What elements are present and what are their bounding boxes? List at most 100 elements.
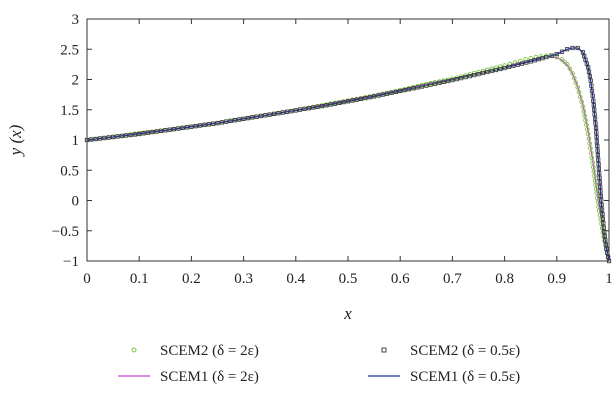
series-marker-square: [606, 254, 611, 260]
series-marker-circle: [554, 54, 560, 60]
series-marker-circle: [592, 177, 598, 183]
series-marker-square: [102, 135, 107, 141]
legend: SCEM2 (δ = 2ε) SCEM2 (δ = 0.5ε) SCEM1 (δ =…: [118, 343, 520, 385]
series-marker-square: [224, 119, 229, 124]
series-marker-circle: [559, 57, 565, 62]
series-marker-square: [171, 127, 177, 132]
series-marker-circle: [571, 75, 577, 81]
series-marker-square: [150, 129, 155, 135]
series-marker-square: [228, 118, 233, 123]
series-marker-square: [570, 45, 575, 51]
series-marker-square: [458, 76, 464, 81]
series-marker-circle: [584, 122, 589, 128]
series-marker-square: [415, 85, 420, 90]
x-tick-label: 0.8: [495, 271, 514, 287]
series-marker-circle: [590, 164, 596, 170]
series-marker-square: [595, 148, 600, 153]
y-tick-label: 0.5: [60, 163, 79, 179]
series-marker-square: [280, 110, 285, 115]
series-marker-square: [604, 246, 609, 251]
series-marker-square: [524, 60, 529, 65]
series-marker-square: [554, 52, 559, 57]
series-marker-circle: [593, 182, 599, 188]
series-marker-square: [167, 127, 172, 132]
y-tick-label: −1: [63, 254, 79, 270]
series-marker-square: [393, 89, 399, 94]
series-marker-circle: [586, 136, 592, 142]
series-marker-square: [202, 122, 207, 127]
series-marker-square: [215, 121, 220, 126]
series-marker-square: [424, 83, 429, 88]
series-marker-square: [154, 129, 159, 134]
x-tick-label: 1: [605, 271, 613, 287]
x-tick-label: 0.4: [286, 271, 305, 287]
series-marker-square: [593, 125, 599, 130]
series-marker-square: [592, 112, 597, 117]
series-marker-square: [441, 79, 446, 84]
series-marker-square: [302, 106, 307, 111]
series-marker-square: [354, 97, 359, 102]
series-marker-square: [595, 152, 601, 158]
series-marker-square: [128, 132, 133, 138]
series-marker-square: [197, 123, 203, 128]
series-marker-circle: [593, 186, 599, 192]
series-marker-square: [232, 118, 237, 123]
series-marker-square: [89, 137, 94, 142]
y-tick-label: 0: [72, 194, 80, 210]
series-marker-square: [591, 98, 596, 103]
y-axis-ticks: 3 2.5 2 1.5 1 0.5 0 −0.5 −1: [52, 12, 609, 270]
series-marker-square: [141, 131, 146, 136]
series-marker-square: [332, 101, 338, 106]
series-marker-square: [241, 116, 246, 121]
series-marker-circle: [584, 127, 590, 132]
series-marker-square: [219, 120, 224, 125]
series-marker-square: [596, 157, 601, 162]
series-marker-square: [515, 62, 520, 67]
series-marker-square: [511, 63, 516, 68]
series-marker-square: [402, 88, 407, 93]
series-marker-circle: [597, 212, 603, 218]
series-marker-square: [437, 80, 442, 85]
series-marker-square: [575, 45, 580, 51]
series-marker-square: [598, 189, 603, 194]
series-marker-circle: [587, 141, 592, 146]
series-marker-circle: [523, 57, 528, 62]
y-tick-label: 1: [72, 133, 80, 149]
series-marker-square: [601, 225, 606, 230]
series-marker-square: [506, 64, 512, 69]
series-marker-square: [602, 229, 607, 235]
series-marker-square: [293, 108, 298, 113]
series-marker-square: [445, 78, 451, 84]
legend-item: SCEM2 (δ = 0.5ε): [381, 343, 520, 359]
series-marker-square: [84, 137, 90, 143]
series-marker-square: [536, 57, 541, 62]
series-marker-square: [115, 134, 120, 139]
series-marker-square: [206, 122, 211, 127]
series-marker-circle: [582, 113, 587, 119]
series-marker-square: [345, 99, 351, 104]
series-marker-square: [289, 109, 294, 114]
series-marker-square: [389, 90, 394, 95]
series-marker-circle: [502, 63, 507, 68]
y-tick-label: 2: [72, 73, 80, 89]
series-marker-square: [593, 116, 598, 121]
series-marker-square: [211, 121, 216, 126]
series-marker-square: [189, 124, 194, 129]
series-marker-circle: [576, 89, 582, 95]
series-marker-square: [306, 106, 312, 111]
series-marker-square: [271, 111, 277, 116]
series-marker-circle: [585, 131, 591, 137]
series-marker-square: [311, 105, 316, 110]
series-line: [86, 47, 610, 262]
series-marker-square: [601, 221, 606, 226]
series-marker-circle: [497, 64, 503, 70]
y-tick-label: 1.5: [60, 103, 79, 119]
series-marker-square: [350, 98, 355, 103]
series-marker-square: [540, 56, 545, 61]
x-tick-label: 0.6: [391, 271, 410, 287]
series-marker-square: [594, 134, 599, 140]
series-marker-square: [367, 95, 372, 100]
series-marker-square: [603, 238, 608, 243]
series-marker-square: [603, 242, 609, 247]
